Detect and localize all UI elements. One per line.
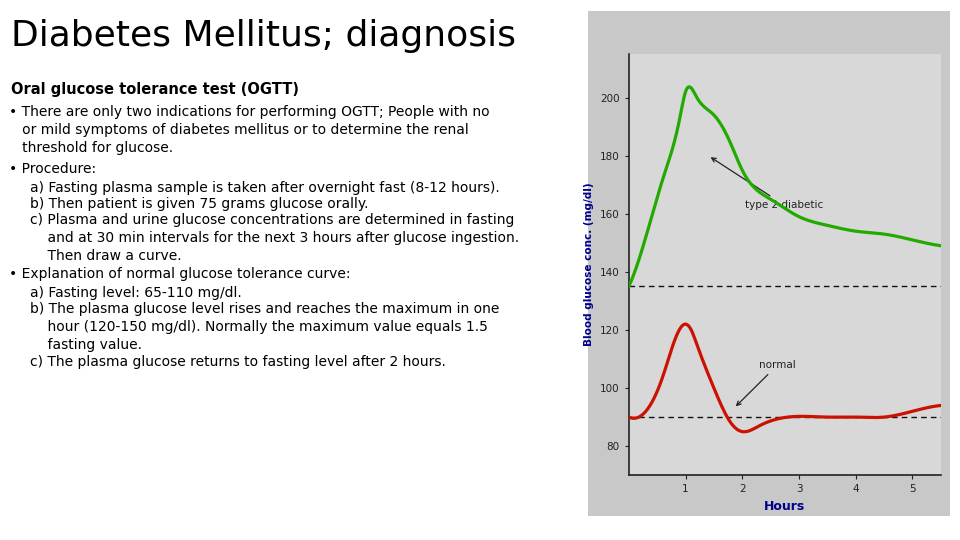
Text: • There are only two indications for performing OGTT; People with no
   or mild : • There are only two indications for per… bbox=[9, 105, 490, 155]
Text: c) Plasma and urine glucose concentrations are determined in fasting
    and at : c) Plasma and urine glucose concentratio… bbox=[30, 213, 519, 263]
Text: a) Fasting level: 65-110 mg/dl.: a) Fasting level: 65-110 mg/dl. bbox=[30, 286, 242, 300]
X-axis label: Hours: Hours bbox=[764, 500, 805, 513]
Text: normal: normal bbox=[736, 360, 796, 406]
Text: b) Then patient is given 75 grams glucose orally.: b) Then patient is given 75 grams glucos… bbox=[30, 197, 369, 211]
Text: Diabetes Mellitus; diagnosis: Diabetes Mellitus; diagnosis bbox=[11, 19, 516, 53]
Text: type 2 diabetic: type 2 diabetic bbox=[711, 158, 824, 210]
Text: a) Fasting plasma sample is taken after overnight fast (8-12 hours).: a) Fasting plasma sample is taken after … bbox=[30, 181, 500, 195]
Text: • Explanation of normal glucose tolerance curve:: • Explanation of normal glucose toleranc… bbox=[9, 267, 350, 281]
Text: b) The plasma glucose level rises and reaches the maximum in one
    hour (120-1: b) The plasma glucose level rises and re… bbox=[30, 302, 499, 352]
Y-axis label: Blood glucose conc. (mg/dl): Blood glucose conc. (mg/dl) bbox=[585, 183, 594, 347]
Text: • Procedure:: • Procedure: bbox=[9, 162, 96, 176]
Text: c) The plasma glucose returns to fasting level after 2 hours.: c) The plasma glucose returns to fasting… bbox=[30, 355, 445, 369]
Text: Oral glucose tolerance test (OGTT): Oral glucose tolerance test (OGTT) bbox=[11, 82, 299, 97]
